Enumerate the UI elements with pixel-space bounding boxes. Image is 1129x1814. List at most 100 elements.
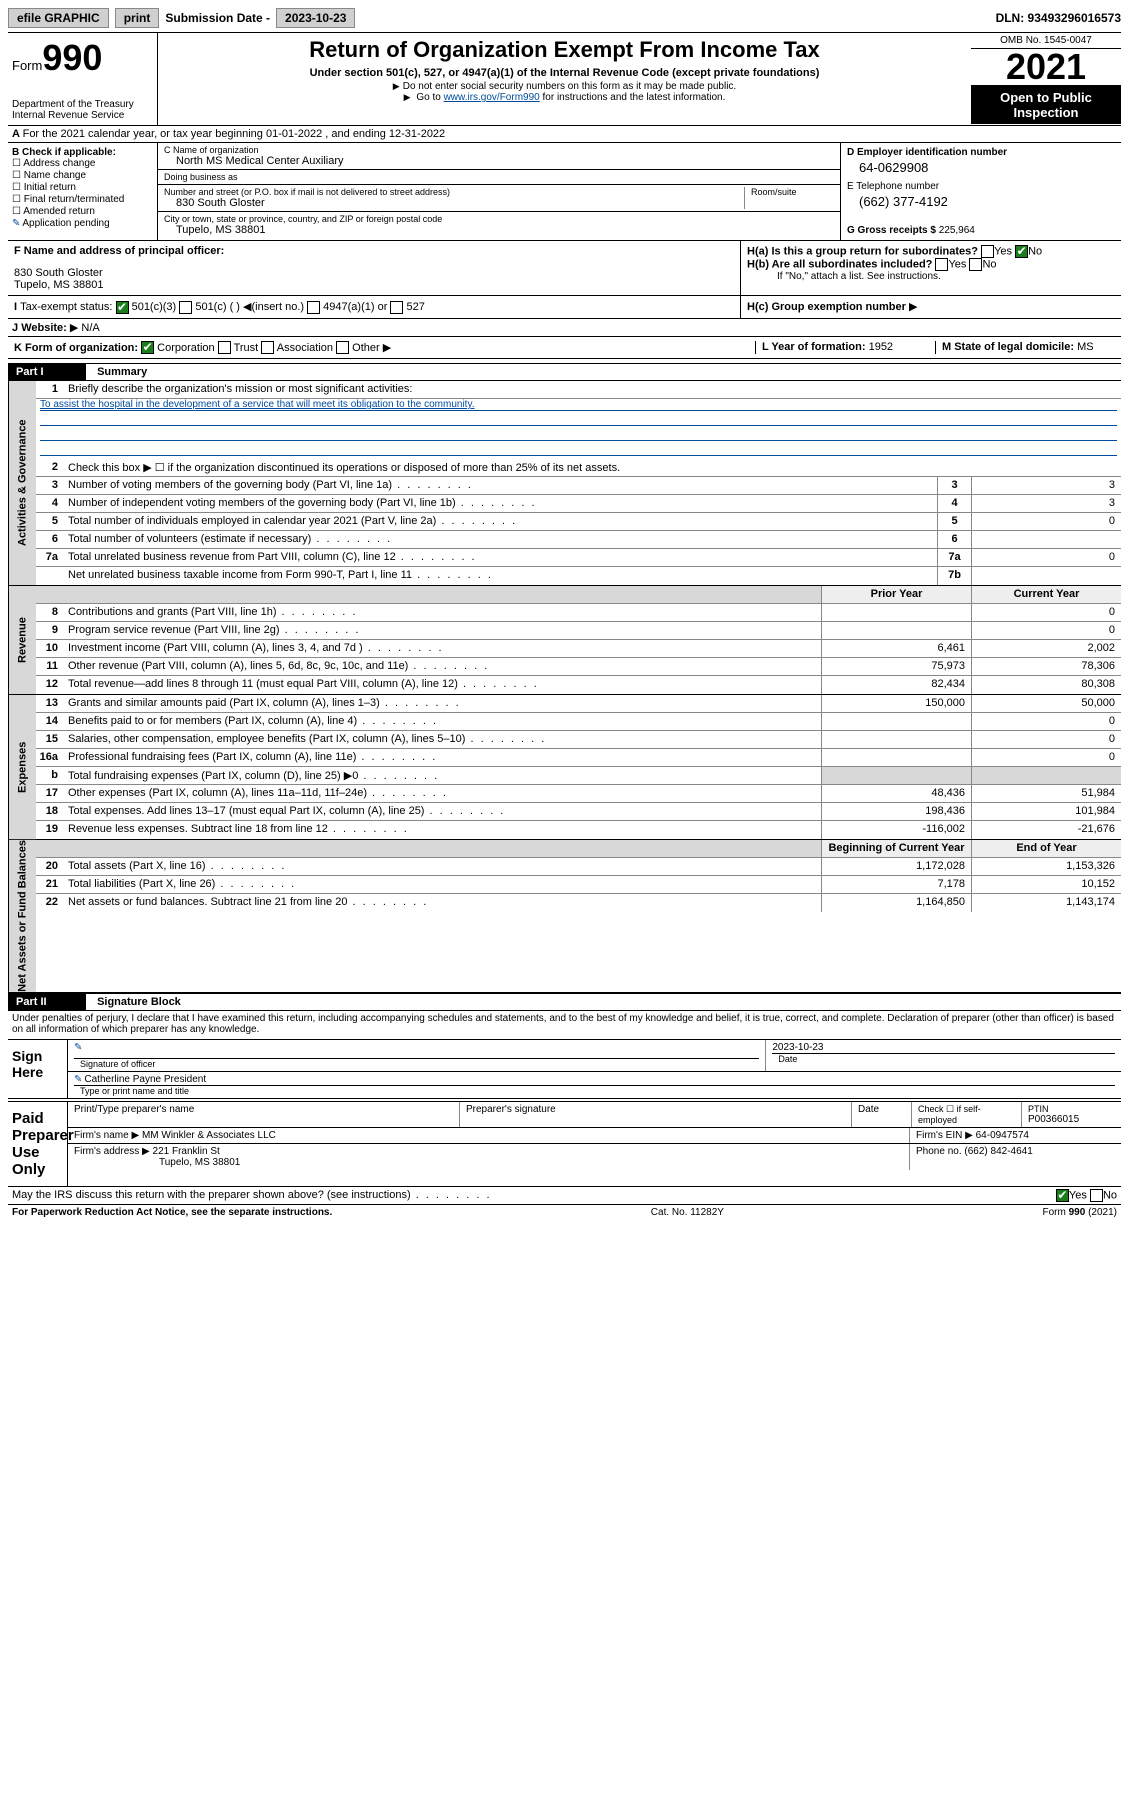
ein-value: 64-0629908 [847,158,1115,181]
penalty-text: Under penalties of perjury, I declare th… [8,1011,1121,1037]
preparer-date-hdr: Date [851,1102,911,1127]
dept-treasury: Department of the Treasury [12,99,153,110]
part2-header: Part II [8,994,86,1010]
sig-officer-label: Signature of officer [74,1058,759,1069]
mission-blank1 [40,414,1117,426]
line-18: 18Total expenses. Add lines 13–17 (must … [36,803,1121,821]
officer-name: Catherline Payne President [84,1074,206,1085]
ssn-warning: Do not enter social security numbers on … [164,81,965,92]
f-addr1: 830 South Gloster [14,267,734,279]
open-public-badge: Open to Public Inspection [971,86,1121,124]
chk-initial-return[interactable]: ☐ Initial return [12,182,153,193]
form-number: 990 [42,37,102,78]
vtab-governance: Activities & Governance [8,381,36,585]
firm-ein: 64-0947574 [976,1130,1029,1141]
tel-label: E Telephone number [847,181,1115,192]
footer-mid: Cat. No. 11282Y [651,1207,724,1218]
chk-name-change[interactable]: ☐ Name change [12,170,153,181]
line-3: 3Number of voting members of the governi… [36,477,1121,495]
submission-date-label: Submission Date - [165,11,270,25]
k-trust[interactable] [218,341,231,354]
addr-value: 830 South Gloster [164,197,744,209]
line-8: 8Contributions and grants (Part VIII, li… [36,604,1121,622]
discuss-yes[interactable]: ✔ [1056,1189,1069,1202]
chk-address-change[interactable]: ☐ Address change [12,158,153,169]
hb-no[interactable] [969,258,982,271]
org-name-label: C Name of organization [164,145,834,155]
line-b: bTotal fundraising expenses (Part IX, co… [36,767,1121,785]
f-label: F Name and address of principal officer: [14,245,734,257]
mission-blank2 [40,429,1117,441]
tax-year: 2021 [971,49,1121,86]
footer-left: For Paperwork Reduction Act Notice, see … [12,1207,332,1218]
ha-yes[interactable] [981,245,994,258]
sign-here-label: Sign Here [8,1040,68,1098]
i-4947[interactable] [307,301,320,314]
signature-field[interactable] [74,1042,759,1058]
city-value: Tupelo, MS 38801 [164,224,834,236]
addr-label: Number and street (or P.O. box if mail i… [164,187,744,197]
form-title: Return of Organization Exempt From Incom… [164,37,965,63]
hc-label: H(c) Group exemption number [747,301,906,313]
dln-value: DLN: 93493296016573 [996,11,1121,25]
line-13: 13Grants and similar amounts paid (Part … [36,695,1121,713]
line-7a: 7aTotal unrelated business revenue from … [36,549,1121,567]
irs-link[interactable]: www.irs.gov/Form990 [444,92,540,103]
i-501c3[interactable]: ✔ [116,301,129,314]
chk-final-return[interactable]: ☐ Final return/terminated [12,194,153,205]
line-21: 21Total liabilities (Part X, line 26)7,1… [36,876,1121,894]
l-label: L Year of formation: [762,341,866,353]
row-a-tax-year: A For the 2021 calendar year, or tax yea… [8,126,1121,143]
paid-preparer-label: Paid Preparer Use Only [8,1102,68,1186]
beg-year-hdr: Beginning of Current Year [821,840,971,857]
i-501c[interactable] [179,301,192,314]
hb-label: H(b) Are all subordinates included? [747,258,932,270]
top-bar: efile GRAPHIC print Submission Date - 20… [8,8,1121,28]
firm-addr-label: Firm's address [74,1146,139,1157]
part1-header: Part I [8,364,86,380]
form-label: Form [12,58,42,73]
preparer-sig-hdr: Preparer's signature [459,1102,851,1127]
j-value: N/A [81,322,99,334]
k-label: K Form of organization: [14,342,138,354]
print-button[interactable]: print [115,8,160,28]
q2-text: Check this box ▶ ☐ if the organization d… [64,459,1121,476]
line-20: 20Total assets (Part X, line 16)1,172,02… [36,858,1121,876]
irs-label: Internal Revenue Service [12,110,153,121]
discuss-no[interactable] [1090,1189,1103,1202]
self-employed-chk[interactable]: Check ☐ if self-employed [911,1102,1021,1127]
firm-addr1: 221 Franklin St [153,1146,220,1157]
q1-text: Briefly describe the organization's miss… [64,381,1121,398]
discuss-question: May the IRS discuss this return with the… [12,1189,411,1201]
tax-year-range: For the 2021 calendar year, or tax year … [23,128,446,140]
tel-value: (662) 377-4192 [847,192,1115,215]
firm-addr2: Tupelo, MS 38801 [74,1157,903,1168]
col-b-checkboxes: B Check if applicable: ☐ Address change … [8,143,158,240]
vtab-expenses: Expenses [8,695,36,839]
k-other[interactable] [336,341,349,354]
hb-yes[interactable] [935,258,948,271]
current-year-hdr: Current Year [971,586,1121,603]
chk-amended[interactable]: ☐ Amended return [12,206,153,217]
firm-name-label: Firm's name [74,1130,129,1141]
submission-date-value: 2023-10-23 [276,8,355,28]
k-corp[interactable]: ✔ [141,341,154,354]
k-assoc[interactable] [261,341,274,354]
l-value: 1952 [869,341,893,353]
chk-app-pending[interactable]: Application pending [12,218,153,229]
end-year-hdr: End of Year [971,840,1121,857]
col-b-header: B Check if applicable: [12,147,153,158]
line-6: 6Total number of volunteers (estimate if… [36,531,1121,549]
firm-name: MM Winkler & Associates LLC [142,1130,276,1141]
hb-note: If "No," attach a list. See instructions… [747,271,1115,282]
i-527[interactable] [390,301,403,314]
efile-badge: efile GRAPHIC [8,8,109,28]
line-9: 9Program service revenue (Part VIII, lin… [36,622,1121,640]
instructions-link-line: Go to www.irs.gov/Form990 for instructio… [164,92,965,103]
org-name: North MS Medical Center Auxiliary [164,155,834,167]
line-14: 14Benefits paid to or for members (Part … [36,713,1121,731]
j-label: Website: [21,322,67,334]
f-addr2: Tupelo, MS 38801 [14,279,734,291]
sig-date-label: Date [772,1053,1115,1064]
ha-no[interactable]: ✔ [1015,245,1028,258]
